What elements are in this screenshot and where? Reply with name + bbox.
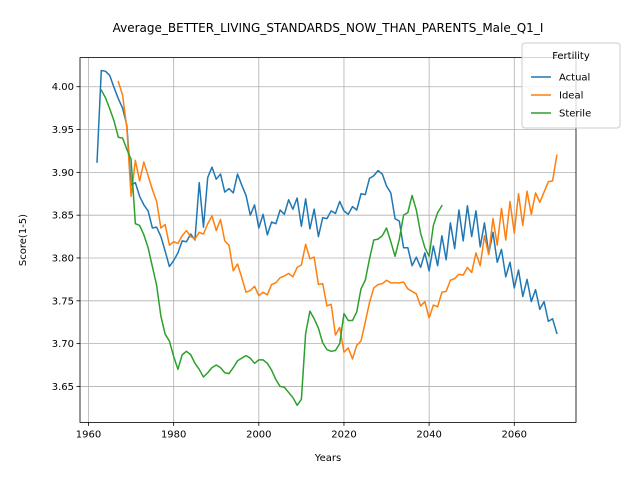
x-axis: 1960 1980 2000 2020 2040 2060 bbox=[76, 422, 527, 440]
x-tick-label: 2040 bbox=[416, 429, 441, 440]
legend-label-sterile: Sterile bbox=[559, 109, 591, 120]
legend-box bbox=[521, 42, 621, 129]
series-line-actual bbox=[96, 69, 558, 335]
x-axis-label: Years bbox=[314, 453, 341, 464]
y-tick-label: 4.00 bbox=[52, 82, 74, 93]
x-tick-label: 2060 bbox=[502, 429, 527, 440]
series-line-sterile bbox=[100, 89, 443, 407]
x-tick-label: 1980 bbox=[161, 429, 186, 440]
y-tick-label: 3.80 bbox=[52, 253, 74, 264]
x-tick-label: 2000 bbox=[246, 429, 271, 440]
legend-title: Fertility bbox=[552, 51, 590, 62]
chart-title: Average_BETTER_LIVING_STANDARDS_NOW_THAN… bbox=[113, 21, 544, 35]
legend: Fertility Actual Ideal Sterile bbox=[521, 42, 621, 129]
y-tick-label: 3.95 bbox=[52, 125, 74, 136]
y-tick-label: 3.85 bbox=[52, 211, 74, 222]
y-axis: 3.65 3.70 3.75 3.80 3.85 3.90 3.95 4.00 bbox=[52, 82, 80, 393]
x-tick-label: 1960 bbox=[76, 429, 101, 440]
y-tick-label: 3.70 bbox=[52, 339, 74, 350]
y-tick-label: 3.65 bbox=[52, 382, 74, 393]
y-tick-label: 3.90 bbox=[52, 168, 74, 179]
x-tick-label: 2020 bbox=[331, 429, 356, 440]
y-axis-label: Score(1-5) bbox=[18, 214, 29, 266]
legend-entries: Actual Ideal Sterile bbox=[531, 73, 591, 120]
legend-label-actual: Actual bbox=[559, 73, 590, 84]
plot-frame bbox=[79, 57, 577, 423]
y-tick-label: 3.75 bbox=[52, 296, 74, 307]
series-line-ideal bbox=[117, 80, 558, 360]
legend-label-ideal: Ideal bbox=[559, 91, 583, 102]
series-lines bbox=[96, 69, 558, 407]
